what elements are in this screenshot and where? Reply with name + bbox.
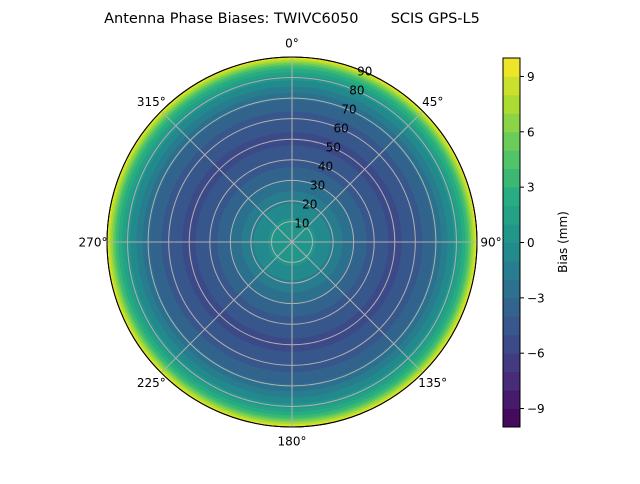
colorbar-level [503,205,520,225]
colorbar-level [503,131,520,151]
colorbar-level [503,260,520,280]
colorbar-level [503,113,520,133]
colorbar-level [503,279,520,299]
colorbar-tick-label: 3 [527,181,535,195]
colorbar-level [503,353,520,373]
colorbar-level [503,316,520,336]
radial-tick-label: 50 [326,141,341,155]
radial-tick-label: 10 [294,217,309,231]
colorbar-level [503,224,520,243]
radial-tick-label: 60 [334,122,349,136]
radial-tick-label: 70 [341,103,356,117]
colorbar-level [503,334,520,354]
radial-tick-label: 90 [357,65,372,79]
theta-tick-label: 0° [285,37,299,51]
radial-tick-label: 20 [302,198,317,212]
radial-tick-label: 80 [349,84,364,98]
colorbar-level [503,76,520,96]
colorbar-level [503,94,520,114]
colorbar-level [503,242,520,262]
theta-tick-labels: 0° 45° 90° 135° 180° 225° 270° 315° [79,37,502,449]
colorbar-level [503,297,520,317]
theta-gridline [160,110,293,243]
theta-tick-label: 180° [278,435,307,449]
colorbar-level [503,390,520,409]
radial-tick-label: 40 [318,160,333,174]
colorbar-tick-label: −6 [527,347,545,361]
theta-gridline [291,110,424,243]
theta-tick-label: 45° [422,95,443,109]
colorbar-tick-label: −3 [527,291,545,305]
theta-tick-label: 90° [480,236,501,250]
colorbar-level [503,371,520,391]
colorbar-level [503,187,520,206]
polar-grid [106,56,478,428]
radial-tick-label: 30 [310,179,325,193]
colorbar-level [503,408,520,428]
colorbar-tick-label: 6 [527,125,535,139]
colorbar-level [503,150,520,170]
theta-tick-label: 315° [137,95,166,109]
colorbar-level [503,58,520,77]
colorbar: 9 6 3 0 −3 −6 −9 [502,57,545,428]
theta-tick-label: 225° [137,376,166,390]
theta-gridline [291,241,424,374]
theta-tick-label: 270° [79,236,108,250]
colorbar-level [503,168,520,188]
colorbar-tick-label: 0 [527,236,535,250]
chart-title: Antenna Phase Biases: TWIVC6050 SCIS GPS… [104,11,480,27]
colorbar-tick-label: −9 [527,402,545,416]
polar-frame [106,56,478,428]
colorbar-tick-label: 9 [527,70,535,84]
radial-tick-labels: 10 20 30 40 50 60 70 80 90 [294,65,372,231]
theta-tick-label: 135° [418,376,447,390]
theta-gridline [160,241,293,374]
colorbar-label: Bias (mm) [556,211,570,273]
